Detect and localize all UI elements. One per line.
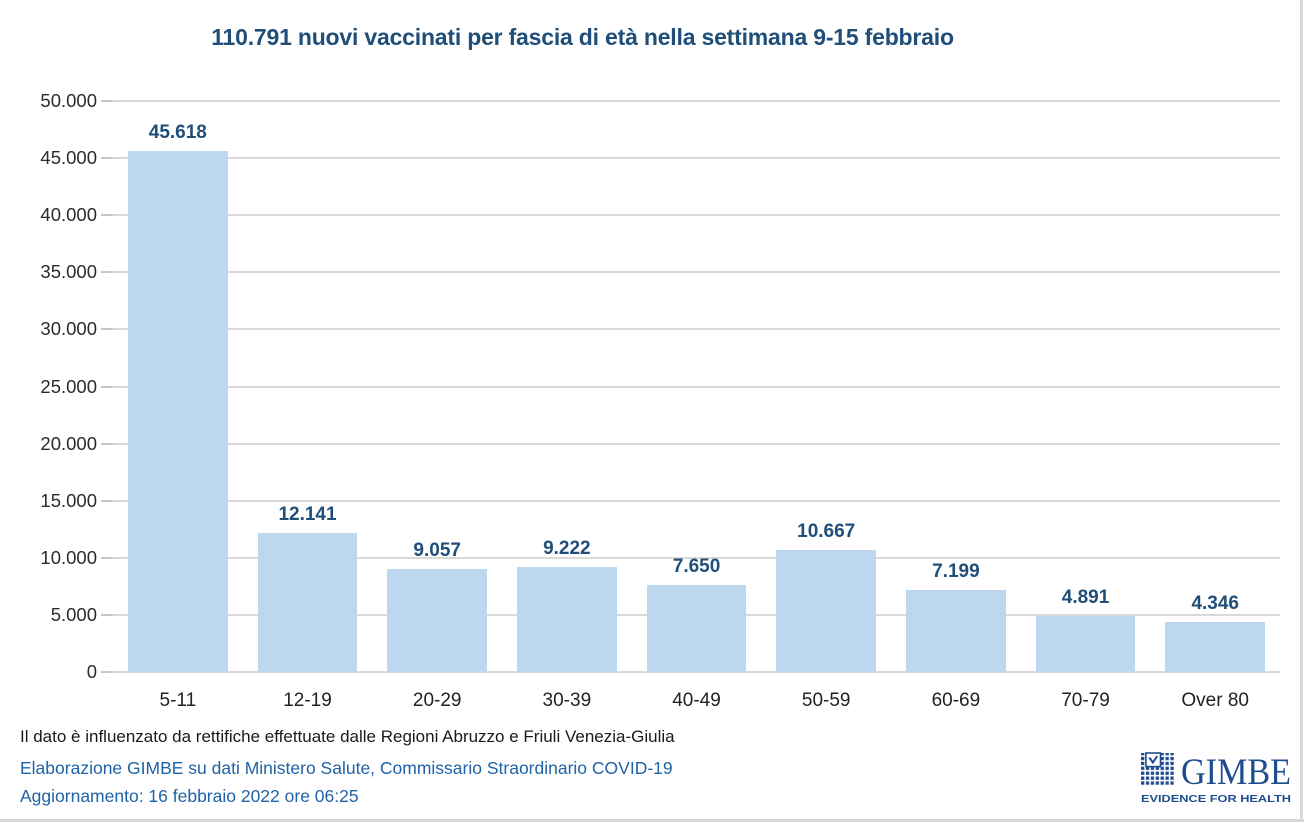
- bar-column: 10.667: [761, 101, 891, 672]
- bar-column: 7.650: [632, 101, 762, 672]
- y-axis: 50.000 45.000 40.000 35.000 30.000 25.000 20.0…: [0, 90, 97, 682]
- y-axis-tick: [101, 328, 113, 331]
- x-axis-label: 12-19: [283, 690, 332, 711]
- bar-value-label: 7.650: [672, 555, 721, 577]
- x-axis-label: 30-39: [542, 690, 592, 711]
- bar-column: 9.057: [372, 101, 502, 672]
- y-axis-tick: [101, 271, 113, 274]
- bar: [776, 550, 877, 672]
- footnote-updated: Aggiornamento: 16 febbraio 2022 ore 06:2…: [20, 786, 359, 806]
- bar: [257, 533, 358, 672]
- logo-tagline: EVIDENCE FOR HEALTH: [1141, 794, 1291, 805]
- bar: [516, 566, 617, 672]
- window-border-bottom: [0, 819, 1304, 822]
- logo-checkmark-icon: [1148, 755, 1159, 765]
- footnote-note: Il dato è influenzato da rettifiche effe…: [20, 727, 675, 746]
- y-axis-tick: [101, 100, 113, 102]
- y-axis-label: 50.000: [40, 90, 97, 111]
- x-axis-label: 20-29: [412, 690, 462, 711]
- y-axis-tick: [101, 442, 113, 445]
- chart-title: 110.791 nuovi vaccinati per fascia di et…: [211, 24, 954, 50]
- bar-column: 7.199: [891, 101, 1021, 672]
- x-axis-label: Over 80: [1181, 690, 1249, 711]
- x-axis-label: 70-79: [1061, 690, 1110, 711]
- y-axis-label: 25.000: [40, 375, 97, 397]
- gimbe-logo-graphic: GIMBE EVIDENCE FOR HEALTH: [1141, 752, 1291, 805]
- gimbe-logo: GIMBE EVIDENCE FOR HEALTH: [1141, 752, 1293, 810]
- gridline: [113, 385, 1280, 388]
- y-axis-label: 15.000: [40, 489, 97, 511]
- y-ticks: [101, 100, 113, 673]
- bar-column: 45.618: [113, 101, 243, 672]
- logo-dot-grid-mark: [1141, 752, 1174, 786]
- y-axis-label: 35.000: [40, 261, 97, 283]
- x-axis-labels: 5-11 12-19 20-29 30-39 40-49 50-59 60-69 70-79 O…: [113, 690, 1280, 712]
- gridline: [113, 157, 1280, 160]
- footnote-source: Elaborazione GIMBE su dati Ministero Sal…: [20, 758, 673, 778]
- y-axis-tick: [101, 214, 113, 217]
- bar: [387, 568, 488, 672]
- y-axis-tick: [101, 671, 113, 673]
- plot-area: 45.618 12.141 9.057 9.222 7.650 10.667 7.199 4.…: [113, 100, 1280, 673]
- bar-column: 4.346: [1150, 101, 1280, 672]
- bar-value-label: 9.057: [413, 539, 461, 561]
- y-axis-label: 0: [86, 661, 97, 682]
- bar-value-label: 4.346: [1191, 593, 1239, 615]
- y-axis-tick: [101, 385, 113, 388]
- gridline: [113, 442, 1280, 445]
- bar-value-label: 45.618: [148, 122, 207, 144]
- y-axis-label: 10.000: [40, 546, 97, 568]
- y-axis-tick: [101, 499, 113, 502]
- bar-column: 4.891: [1021, 101, 1151, 672]
- gridline: [113, 556, 1280, 559]
- y-axis-tick: [101, 157, 113, 160]
- x-axis-label: 40-49: [672, 690, 721, 711]
- logo-checkbox: [1145, 752, 1162, 768]
- y-axis-label: 40.000: [40, 204, 97, 226]
- logo-wordmark: GIMBE: [1181, 752, 1291, 793]
- bar-value-label: 10.667: [797, 521, 856, 543]
- bar: [1035, 616, 1136, 672]
- x-axis-label: 5-11: [159, 690, 197, 711]
- bar-column: 9.222: [502, 101, 632, 672]
- bar-value-label: 9.222: [543, 537, 591, 559]
- x-axis-label: 60-69: [931, 690, 981, 711]
- y-axis-label: 20.000: [40, 432, 97, 454]
- y-axis-tick: [101, 613, 113, 616]
- gridline: [113, 214, 1280, 217]
- bars: 45.618 12.141 9.057 9.222 7.650 10.667 7.199 4.…: [113, 101, 1280, 672]
- gridline: [113, 499, 1280, 502]
- x-axis-label: 50-59: [801, 690, 851, 711]
- bar: [646, 584, 747, 672]
- bar: [1165, 622, 1266, 672]
- bar: [905, 589, 1006, 672]
- gridline: [113, 271, 1280, 274]
- gridline: [113, 328, 1280, 331]
- bar: [127, 151, 228, 672]
- gridline: [113, 671, 1280, 673]
- bar-value-label: 12.141: [278, 504, 337, 526]
- y-axis-label: 30.000: [40, 318, 97, 340]
- gridline: [113, 100, 1280, 102]
- bar-value-label: 7.199: [932, 560, 980, 582]
- bar-column: 12.141: [243, 101, 373, 672]
- y-axis-label: 5.000: [50, 603, 97, 625]
- bar-value-label: 4.891: [1061, 587, 1110, 609]
- window-border-right: [1300, 0, 1303, 820]
- y-axis-label: 45.000: [40, 147, 97, 169]
- y-axis-tick: [101, 556, 113, 559]
